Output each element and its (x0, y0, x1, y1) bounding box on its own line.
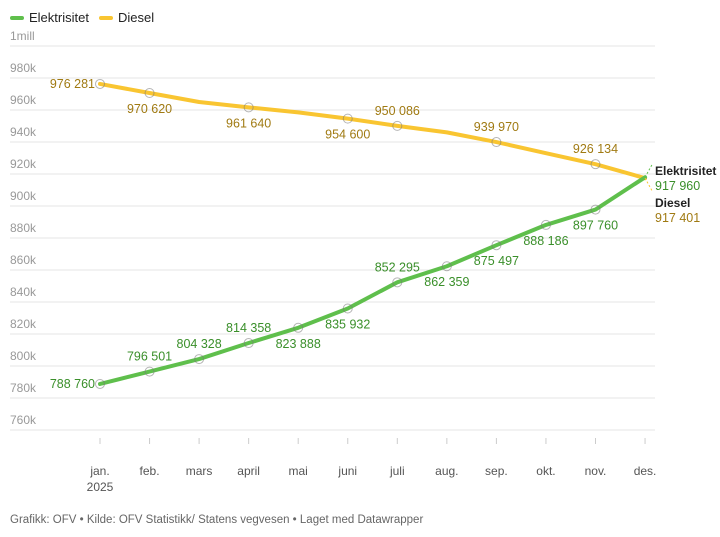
data-point (293, 322, 304, 333)
data-label: 823 888 (276, 337, 321, 351)
end-label-name: Diesel (655, 196, 690, 210)
data-point (243, 102, 254, 113)
data-point (540, 219, 551, 230)
y-tick-label: 960k (10, 93, 37, 107)
y-tick-label: 840k (10, 285, 37, 299)
data-point (590, 159, 601, 170)
data-label: 888 186 (523, 234, 568, 248)
x-tick-sublabel: 2025 (87, 480, 114, 494)
footer-credits: Grafikk: OFV • Kilde: OFV Statistikk/ St… (10, 514, 424, 526)
data-label: 796 501 (127, 350, 172, 364)
x-tick-label: mai (289, 464, 308, 478)
data-point (95, 78, 105, 89)
y-tick-label: 860k (10, 253, 37, 267)
data-point (144, 366, 155, 377)
data-label: 976 281 (50, 77, 95, 91)
data-point (491, 137, 502, 148)
data-point (243, 338, 254, 349)
data-point (491, 240, 502, 251)
legend-swatch (10, 15, 24, 20)
data-point (342, 113, 353, 124)
data-point (95, 378, 105, 389)
data-label: 788 760 (50, 377, 95, 391)
y-tick-label: 780k (10, 381, 37, 395)
data-label: 835 932 (325, 318, 370, 332)
y-tick-label: 940k (10, 125, 37, 139)
x-tick-label: sep. (485, 464, 508, 478)
data-label: 939 970 (474, 120, 519, 134)
data-label: 804 328 (177, 337, 222, 351)
data-label: 862 359 (424, 275, 469, 289)
data-point (392, 277, 403, 288)
x-tick-label: des. (634, 464, 657, 478)
data-point (194, 354, 205, 365)
end-label-value: 917 960 (655, 179, 700, 193)
data-point (441, 261, 452, 272)
y-tick-label: 900k (10, 189, 37, 203)
data-point (392, 120, 403, 131)
end-label-value: 917 401 (655, 211, 700, 225)
data-point (342, 303, 353, 314)
data-label: 954 600 (325, 128, 370, 142)
x-tick-label: feb. (140, 464, 160, 478)
legend: Elektrisitet Diesel (10, 10, 154, 25)
y-tick-label: 800k (10, 349, 37, 363)
legend-label: Elektrisitet (29, 10, 89, 25)
x-tick-label: mars (186, 464, 213, 478)
x-tick-label: aug. (435, 464, 458, 478)
end-label-connector (644, 177, 653, 192)
data-label: 897 760 (573, 219, 618, 233)
y-tick-label: 880k (10, 221, 37, 235)
x-tick-label: juli (389, 464, 405, 478)
data-label: 875 497 (474, 254, 519, 268)
series-line-elektrisitet (98, 175, 648, 386)
legend-item-elektrisitet[interactable]: Elektrisitet (10, 10, 89, 25)
x-tick-label: april (237, 464, 260, 478)
data-label: 814 358 (226, 321, 271, 335)
y-tick-label: 820k (10, 317, 37, 331)
legend-item-diesel[interactable]: Diesel (98, 10, 155, 25)
data-label: 852 295 (375, 260, 420, 274)
x-tick-label: okt. (536, 464, 555, 478)
x-tick-label: juni (337, 464, 357, 478)
y-tick-label: 760k (10, 413, 37, 427)
x-tick-label: nov. (585, 464, 607, 478)
y-tick-label: 920k (10, 157, 37, 171)
legend-swatch (98, 15, 113, 20)
end-label-name: Elektrisitet (655, 164, 716, 178)
y-tick-label: 980k (10, 61, 37, 75)
data-label: 950 086 (375, 104, 420, 118)
legend-label: Diesel (117, 10, 155, 25)
series-line-diesel (98, 81, 648, 181)
data-label: 961 640 (226, 116, 271, 130)
data-label: 970 620 (127, 102, 172, 116)
data-label: 926 134 (573, 142, 618, 156)
y-tick-label: 1mill (10, 29, 35, 43)
data-point (590, 204, 601, 215)
end-label-connector (644, 164, 653, 178)
data-point (144, 88, 155, 99)
x-tick-label: jan. (89, 464, 109, 478)
